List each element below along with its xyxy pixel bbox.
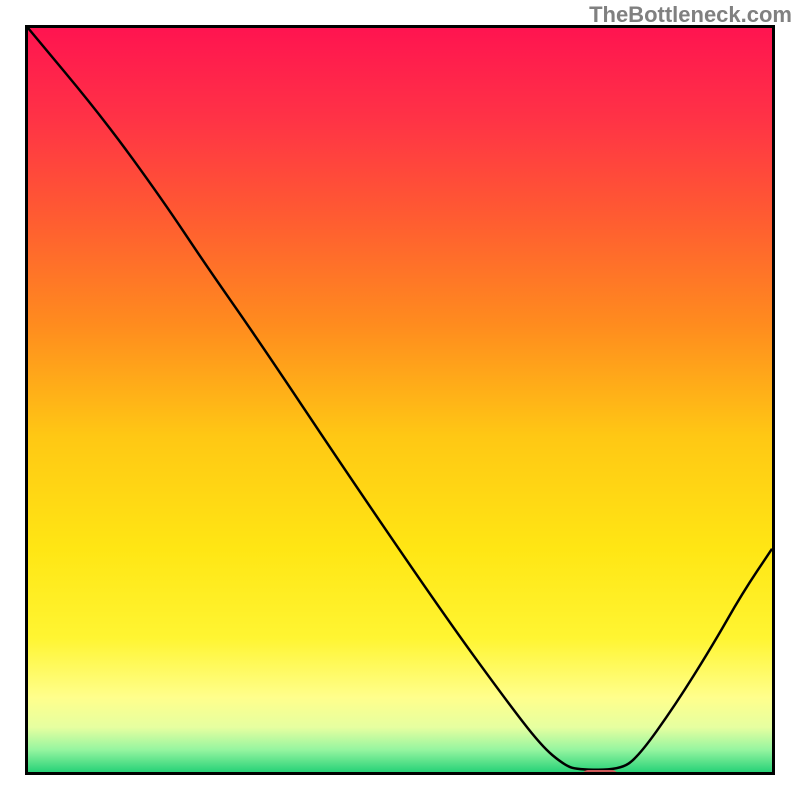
optimal-marker <box>582 770 618 775</box>
bottleneck-curve <box>28 28 772 772</box>
plot-area <box>25 25 775 775</box>
watermark-text: TheBottleneck.com <box>589 2 792 28</box>
bottleneck-chart <box>25 25 775 775</box>
